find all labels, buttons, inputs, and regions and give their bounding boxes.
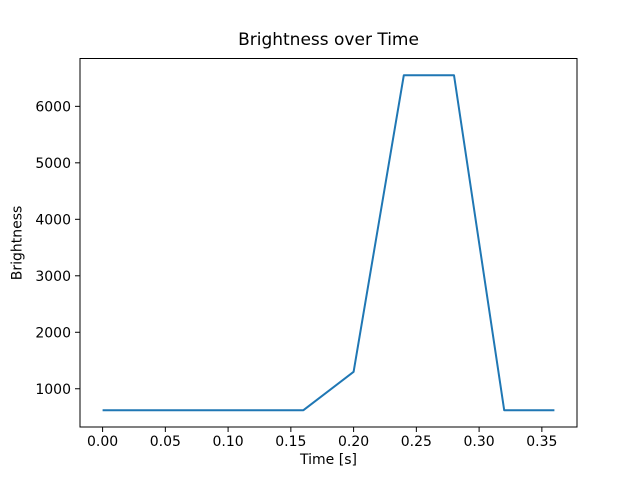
x-tick-label: 0.15	[275, 434, 306, 450]
x-tick-label: 0.30	[464, 434, 495, 450]
x-tick-label: 0.05	[150, 434, 181, 450]
x-axis-label: Time [s]	[300, 452, 357, 468]
brightness-line	[102, 74, 555, 412]
y-tick-label: 3000	[35, 269, 71, 285]
y-tick-label: 2000	[35, 325, 71, 341]
x-tick-label: 0.20	[338, 434, 369, 450]
plot-border	[79, 58, 578, 428]
y-axis-label: Brightness	[9, 205, 26, 281]
x-tick-label: 0.35	[526, 434, 557, 450]
x-tick-label: 0.25	[401, 434, 432, 450]
y-tick-label: 6000	[35, 99, 71, 115]
y-tick-label: 1000	[35, 382, 71, 398]
x-tick-label: 0.10	[213, 434, 244, 450]
chart-title: Brightness over Time	[238, 30, 419, 50]
y-tick-label: 4000	[35, 212, 71, 228]
x-tick-label: 0.00	[87, 434, 118, 450]
y-tick-label: 5000	[35, 156, 71, 172]
